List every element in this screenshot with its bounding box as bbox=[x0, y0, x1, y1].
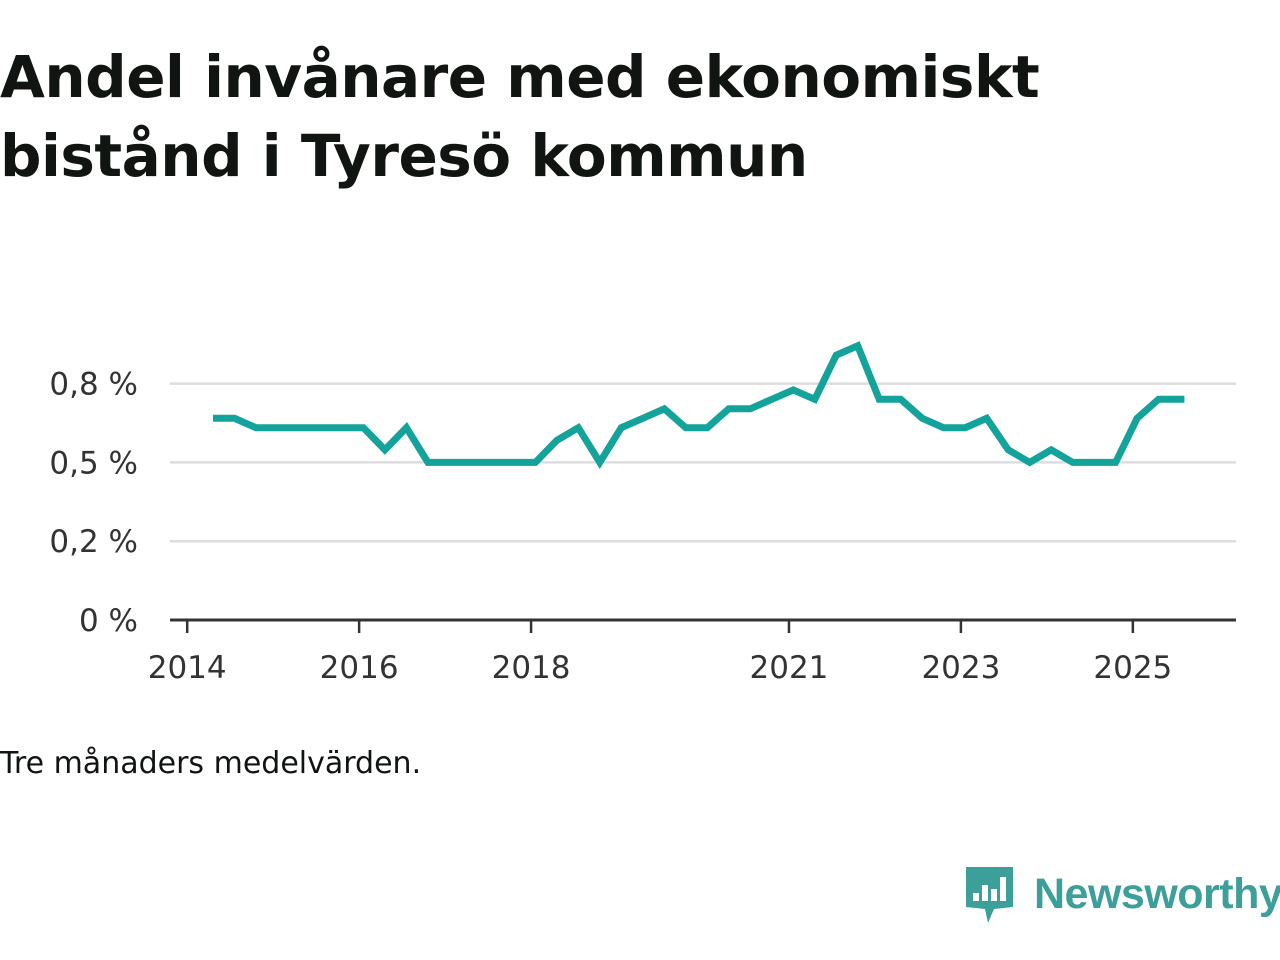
x-tick-label: 2021 bbox=[750, 650, 829, 686]
series-layer bbox=[212, 341, 1185, 470]
y-axis-labels: 0 % 0,2 % 0,5 % 0,8 % bbox=[49, 367, 138, 639]
chart-title: Andel invånare med ekonomiskt bistånd i … bbox=[0, 43, 1040, 190]
y-tick-label: 0 % bbox=[79, 603, 138, 639]
series-line bbox=[213, 341, 1185, 470]
y-tick-label: 0,8 % bbox=[49, 367, 138, 403]
gridlines bbox=[170, 382, 1236, 543]
x-tick-label: 2016 bbox=[320, 650, 399, 686]
x-tick-label: 2023 bbox=[921, 650, 1000, 686]
brand-name: Newsworthy bbox=[1034, 869, 1280, 918]
x-tick-label: 2014 bbox=[148, 650, 227, 686]
y-tick-label: 0,2 % bbox=[49, 524, 138, 560]
brand-logo[interactable]: Newsworthy bbox=[964, 862, 1280, 926]
y-tick-label: 0,5 % bbox=[49, 445, 138, 481]
x-tick-label: 2018 bbox=[492, 650, 571, 686]
chart-note: Tre månaders medelvärden. bbox=[0, 746, 422, 781]
x-tick-label: 2025 bbox=[1093, 650, 1172, 686]
x-axis: 2014 2016 2018 2021 2023 2025 bbox=[148, 618, 1236, 686]
newsworthy-logo-icon bbox=[966, 867, 1013, 923]
